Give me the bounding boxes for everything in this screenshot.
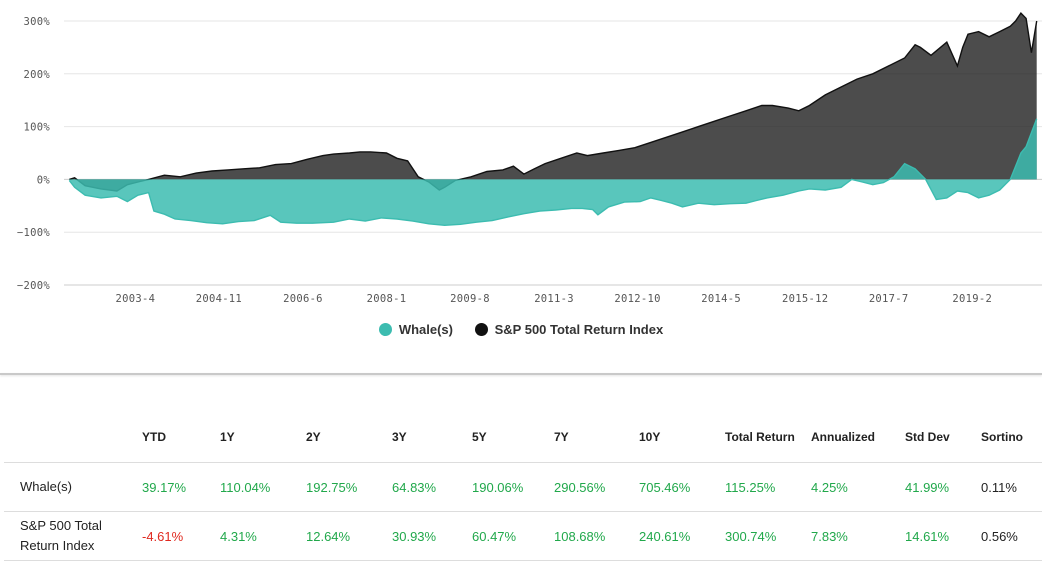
table-cell: -4.61% xyxy=(134,511,212,561)
table-body: Whale(s) 39.17% 110.04% 192.75% 64.83% 190.06… xyxy=(4,462,1042,561)
table-header-row: YTD 1Y 2Y 3Y 5Y 7Y 10Y Total Return Annu… xyxy=(4,412,1042,463)
x-tick-label: 2008-1 xyxy=(367,293,407,305)
row-name: S&P 500 Total Return Index xyxy=(4,511,134,561)
legend-dot-sp500 xyxy=(474,323,488,336)
table-cell: 115.25% xyxy=(717,462,803,512)
table-cell: 7.83% xyxy=(803,511,897,561)
table-cell: 12.64% xyxy=(298,511,384,561)
table-cell: 64.83% xyxy=(384,462,464,512)
table-cell: 300.74% xyxy=(717,511,803,561)
legend-item-sp500[interactable]: S&P 500 Total Return Index xyxy=(474,322,664,337)
table-cell: 4.25% xyxy=(803,462,897,512)
y-tick-label: 100% xyxy=(24,122,51,134)
x-tick-label: 2012-10 xyxy=(614,293,660,305)
area-whales xyxy=(69,118,1037,226)
x-tick-label: 2015-12 xyxy=(782,293,828,305)
x-tick-label: 2011-3 xyxy=(534,293,574,305)
column-header-annualized[interactable]: Annualized xyxy=(803,412,897,463)
table-cell: 41.99% xyxy=(897,462,973,512)
column-header-1y[interactable]: 1Y xyxy=(212,412,298,463)
table-row: Whale(s) 39.17% 110.04% 192.75% 64.83% 190.06… xyxy=(4,462,1042,512)
table-cell: 190.06% xyxy=(464,462,546,512)
table-cell: 39.17% xyxy=(134,462,212,512)
table-cell: 30.93% xyxy=(384,511,464,561)
x-tick-label: 2017-7 xyxy=(869,293,909,305)
row-name: Whale(s) xyxy=(4,462,134,512)
column-header-5y[interactable]: 5Y xyxy=(464,412,546,463)
legend-label-sp500: S&P 500 Total Return Index xyxy=(494,322,664,337)
table-cell: 108.68% xyxy=(546,511,631,561)
y-tick-label: 0% xyxy=(37,174,51,186)
table-cell: 240.61% xyxy=(631,511,717,561)
section-divider xyxy=(0,373,1042,375)
table-cell: 110.04% xyxy=(212,462,298,512)
table-cell: 60.47% xyxy=(464,511,546,561)
column-header-total-return[interactable]: Total Return xyxy=(717,412,803,463)
chart-svg: 300% 200% 100% 0% −100% −200% 2003-4 2004-11 200… xyxy=(17,11,1042,305)
y-tick-label: 200% xyxy=(24,69,51,81)
chart-legend: Whale(s) S&P 500 Total Return Index xyxy=(0,322,1042,339)
x-tick-label: 2014-5 xyxy=(701,293,741,305)
column-header-3y[interactable]: 3Y xyxy=(384,412,464,463)
table-cell: 0.11% xyxy=(973,462,1042,512)
performance-chart: 300% 200% 100% 0% −100% −200% 2003-4 2004-11 200… xyxy=(17,11,1042,305)
performance-table: YTD 1Y 2Y 3Y 5Y 7Y 10Y Total Return Annu… xyxy=(4,412,1042,561)
x-tick-label: 2003-4 xyxy=(116,293,156,305)
column-header-7y[interactable]: 7Y xyxy=(546,412,631,463)
line-whales xyxy=(68,118,1038,227)
column-header-std-dev[interactable]: Std Dev xyxy=(897,412,973,463)
y-tick-label: 300% xyxy=(24,16,51,28)
y-tick-label: −100% xyxy=(17,227,50,239)
legend-dot-whales xyxy=(378,323,392,336)
table-cell: 4.31% xyxy=(212,511,298,561)
x-tick-label: 2009-8 xyxy=(450,293,490,305)
x-tick-label: 2006-6 xyxy=(283,293,323,305)
table-cell: 14.61% xyxy=(897,511,973,561)
table-cell: 290.56% xyxy=(546,462,631,512)
performance-table-wrap: YTD 1Y 2Y 3Y 5Y 7Y 10Y Total Return Annu… xyxy=(4,412,1042,561)
table-cell: 192.75% xyxy=(298,462,384,512)
x-tick-label: 2004-11 xyxy=(196,293,242,305)
x-tick-label: 2019-2 xyxy=(952,293,992,305)
column-header-ytd[interactable]: YTD xyxy=(134,412,212,463)
line-sp500 xyxy=(69,11,1038,192)
column-header-2y[interactable]: 2Y xyxy=(298,412,384,463)
column-header-sortino[interactable]: Sortino xyxy=(973,412,1042,463)
table-row: S&P 500 Total Return Index -4.61% 4.31% 12.… xyxy=(4,511,1042,561)
y-tick-label: −200% xyxy=(17,280,50,292)
legend-label-whales: Whale(s) xyxy=(398,322,453,337)
column-header-10y[interactable]: 10Y xyxy=(631,412,717,463)
area-sp500 xyxy=(69,13,1037,191)
legend-item-whales[interactable]: Whale(s) xyxy=(378,322,453,337)
column-header-name xyxy=(4,412,134,463)
table-cell: 705.46% xyxy=(631,462,717,512)
table-cell: 0.56% xyxy=(973,511,1042,561)
